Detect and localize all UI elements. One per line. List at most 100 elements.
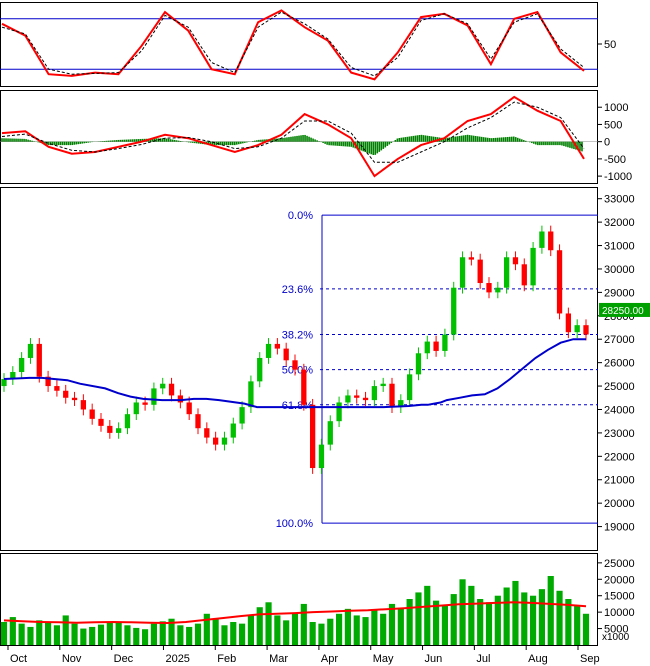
panel-frame-macd <box>0 90 598 184</box>
candle-body <box>115 428 122 433</box>
volume-moving-average <box>3 601 587 625</box>
fib-level-label: 61.8% <box>282 400 313 412</box>
stoch-tick-label: 50 <box>604 39 616 51</box>
x-tick-label: 2025 <box>165 653 189 665</box>
volume-bar <box>265 602 272 645</box>
fib-level-label: 100.0% <box>276 518 314 530</box>
volume-bar <box>433 600 440 645</box>
candle-body <box>433 341 439 351</box>
candle-body <box>18 357 25 373</box>
candle-body <box>257 357 263 382</box>
volume-tick-label: 5000 <box>604 624 628 636</box>
price-tick-label: 19000 <box>604 522 635 534</box>
candle-body <box>477 259 483 284</box>
macd-tick-label: 0 <box>604 137 610 149</box>
x-tick-label: Dec <box>114 653 134 665</box>
volume-bar <box>53 625 60 645</box>
candle-body <box>318 444 325 469</box>
volume-bar <box>565 599 572 645</box>
candle-body <box>221 437 228 445</box>
price-tick-label: 23000 <box>604 428 635 440</box>
candle-body <box>27 343 34 358</box>
candle-body <box>71 397 78 401</box>
x-tick-label: Feb <box>217 653 236 665</box>
volume-bar <box>459 579 466 645</box>
volume-tick-label: 10000 <box>604 607 635 619</box>
candle-body <box>521 264 527 286</box>
candle-body <box>195 414 201 429</box>
candle-body <box>495 287 501 293</box>
candle-body <box>380 383 386 387</box>
chart-panels: 5010005000-500-10000.0%23.6%38.2%50.0%61… <box>0 2 650 646</box>
volume-bar <box>424 585 431 645</box>
volume-bar <box>327 618 334 645</box>
candle-body <box>354 395 360 398</box>
volume-bar <box>485 602 493 645</box>
candle-body <box>424 341 430 354</box>
volume-bar <box>397 608 404 645</box>
volume-bar <box>380 613 387 645</box>
candle-body <box>459 257 466 288</box>
price-tick-label: 22000 <box>604 451 635 463</box>
candle-body <box>204 428 210 438</box>
volume-bar <box>150 623 157 645</box>
candle-body <box>168 383 175 396</box>
volume-bar <box>239 623 246 645</box>
panel-frame-price <box>0 187 598 551</box>
volume-bar <box>530 595 537 645</box>
volume-bar <box>133 627 140 645</box>
volume-bar <box>556 590 563 645</box>
volume-bar <box>353 615 360 645</box>
price-tick-label: 32000 <box>604 217 635 229</box>
volume-bar <box>36 620 43 645</box>
volume-bar <box>97 624 105 645</box>
volume-tick-label: 25000 <box>604 558 635 570</box>
price-tick-label: 27000 <box>604 334 635 346</box>
candle-body <box>468 257 475 260</box>
candle-body <box>177 395 184 403</box>
fib-level-label: 23.6% <box>282 284 313 296</box>
candle-body <box>406 374 413 401</box>
candle-body <box>292 360 298 370</box>
candle-body <box>89 409 95 419</box>
candle-body <box>10 372 16 380</box>
fib-level-label: 0.0% <box>288 210 313 222</box>
x-tick-label: Jun <box>425 653 443 665</box>
candle-body <box>98 418 104 426</box>
candle-body <box>336 402 342 422</box>
candle-body <box>36 343 42 377</box>
fib-level-label: 38.2% <box>282 330 313 342</box>
volume-bar <box>450 594 457 645</box>
volume-bar <box>468 585 475 645</box>
candle-body <box>371 386 378 401</box>
volume-bar <box>512 580 519 645</box>
macd-tick-label: -500 <box>604 154 626 166</box>
candle-body <box>230 423 236 438</box>
panel-frame-volume <box>0 553 598 646</box>
x-tick-label: Apr <box>321 653 338 665</box>
volume-bar <box>71 623 78 645</box>
volume-bar <box>194 623 202 645</box>
candle-body <box>530 247 536 286</box>
volume-bar <box>283 620 290 645</box>
volume-bar <box>300 603 307 645</box>
x-tick-label: Mar <box>269 653 288 665</box>
volume-bar <box>62 615 69 645</box>
candle-body <box>574 325 580 333</box>
price-tick-label: 24000 <box>604 404 635 416</box>
volume-bar <box>494 595 501 645</box>
candle-body <box>565 313 572 333</box>
candle-body <box>345 395 351 403</box>
macd-series-line <box>1 101 585 163</box>
volume-bar <box>80 628 87 645</box>
candle-body <box>548 231 554 251</box>
volume-bar <box>274 615 281 645</box>
candle-body <box>486 283 492 293</box>
volume-bar <box>521 592 528 645</box>
x-tick-label: Aug <box>528 653 548 665</box>
price-tick-label: 33000 <box>604 194 635 206</box>
volume-bar <box>371 610 378 645</box>
volume-bar <box>256 607 263 645</box>
volume-bar <box>574 605 581 645</box>
